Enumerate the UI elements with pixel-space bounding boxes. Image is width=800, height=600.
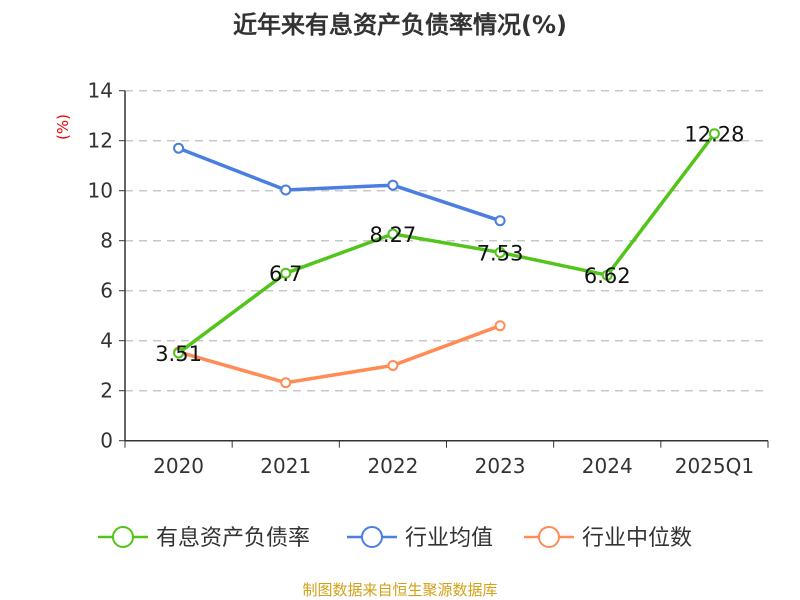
legend-marker (112, 526, 134, 548)
legend-label: 有息资产负债率 (156, 526, 310, 551)
x-tick-label: 2021 (260, 454, 311, 478)
data-point[interactable] (173, 142, 185, 154)
y-tick-label: 2 (100, 379, 113, 403)
data-label: 8.27 (370, 223, 417, 247)
y-tick-label: 14 (88, 79, 113, 103)
x-tick-label: 2025Q1 (675, 454, 754, 478)
legend-item[interactable]: 有息资产负债率 (98, 526, 310, 551)
y-axis-label: (%) (54, 114, 72, 140)
data-point[interactable] (494, 215, 506, 227)
series-line (177, 132, 716, 355)
x-tick-label: 2024 (582, 454, 633, 478)
series-line (177, 146, 501, 223)
data-point[interactable] (708, 128, 720, 140)
source-note: 制图数据来自恒生聚源数据库 (302, 581, 497, 599)
x-tick-label: 2020 (153, 454, 204, 478)
data-point[interactable] (387, 179, 399, 191)
data-point[interactable] (601, 269, 613, 281)
legend-marker (538, 526, 560, 548)
data-point[interactable] (494, 246, 506, 258)
y-tick-label: 12 (88, 129, 113, 153)
chart-title: 近年来有息资产负债率情况(%) (233, 11, 567, 39)
legend-label: 行业均值 (405, 526, 493, 551)
legend-item[interactable]: 行业均值 (347, 526, 493, 551)
y-tick-label: 10 (88, 179, 113, 203)
data-label: 6.7 (269, 262, 302, 286)
y-tick-label: 6 (100, 279, 113, 303)
legend-label: 行业中位数 (582, 526, 692, 551)
data-point[interactable] (494, 320, 506, 332)
x-tick-label: 2022 (367, 454, 418, 478)
data-point[interactable] (280, 267, 292, 279)
x-tick-label: 2023 (475, 454, 526, 478)
y-tick-label: 0 (100, 429, 113, 453)
data-label: 12.28 (684, 123, 744, 147)
series-line (178, 324, 501, 385)
data-point[interactable] (280, 377, 292, 389)
data-label: 7.53 (477, 241, 524, 265)
y-tick-label: 4 (100, 329, 113, 353)
y-tick-label: 8 (100, 229, 113, 253)
legend-item[interactable]: 行业中位数 (524, 526, 692, 551)
legend-marker (361, 526, 383, 548)
data-point[interactable] (387, 228, 399, 240)
data-point[interactable] (387, 359, 399, 371)
data-label: 6.62 (584, 264, 631, 288)
data-point[interactable] (173, 347, 185, 359)
data-label: 3.51 (155, 342, 202, 366)
data-point[interactable] (280, 184, 292, 196)
